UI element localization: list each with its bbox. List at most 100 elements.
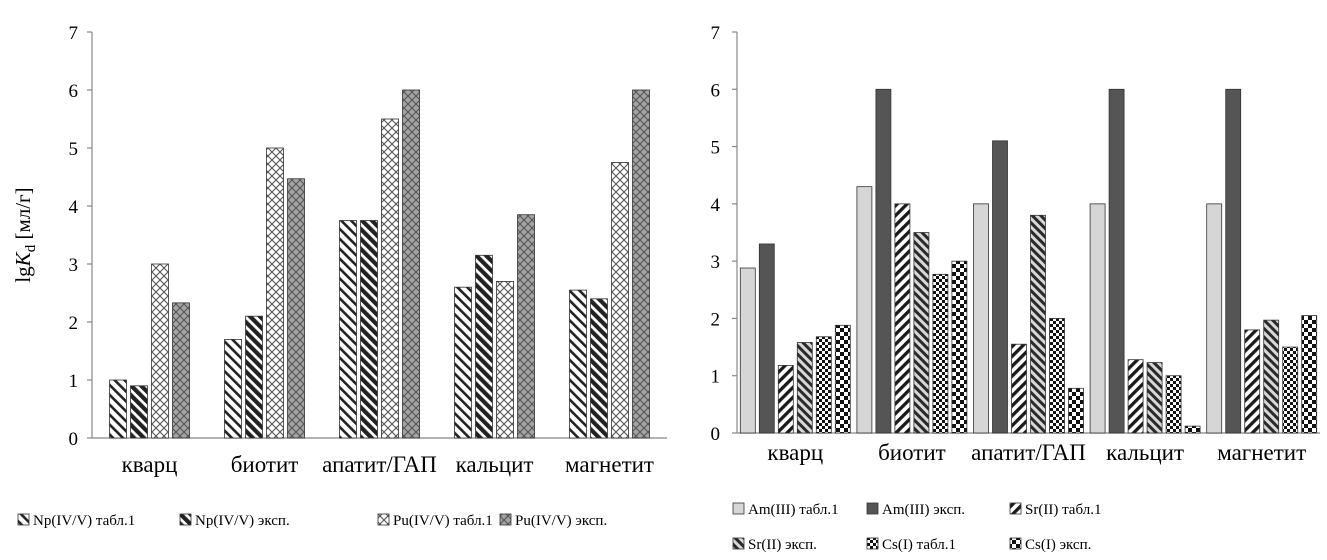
y-tick-label: 0 (711, 424, 721, 445)
bar (590, 298, 608, 439)
legend-swatch (1009, 537, 1022, 550)
bar (856, 186, 873, 434)
y-tick-label: 6 (69, 81, 79, 102)
y-tick-label: 4 (69, 197, 79, 218)
bar (1301, 315, 1318, 434)
bar (951, 260, 968, 434)
bar (172, 302, 190, 439)
bar (632, 89, 650, 439)
bar (130, 385, 148, 439)
y-tick-label: 2 (711, 309, 721, 330)
bar (913, 232, 930, 434)
bar (109, 379, 127, 439)
bar (1225, 88, 1242, 434)
bar (1127, 359, 1144, 434)
bar (834, 324, 851, 434)
x-category-label: апатит/ГАП (971, 440, 1086, 465)
legend-swatch (1009, 502, 1022, 515)
y-tick-label: 2 (69, 313, 79, 334)
y-tick-label: 5 (711, 138, 721, 159)
bar (381, 118, 399, 439)
legend-swatch (499, 513, 512, 526)
bar (1108, 88, 1125, 434)
bar (992, 140, 1008, 434)
bar (1244, 329, 1261, 434)
y-tick-label: 4 (711, 195, 721, 216)
bar (1011, 343, 1027, 434)
bar (569, 289, 587, 439)
legend-label: Np(IV/V) табл.1 (33, 513, 135, 529)
bar (815, 336, 832, 434)
bar (1049, 318, 1065, 434)
bar (402, 89, 420, 439)
bar (1263, 319, 1280, 434)
bar (1089, 203, 1106, 434)
bar (1206, 203, 1223, 434)
bar (496, 280, 514, 439)
y-tick-label: 7 (69, 23, 79, 44)
y-tick-label: 1 (69, 371, 79, 392)
bar (973, 203, 989, 434)
right-chart: 0 1 2 3 4 5 6 7 кварц биотит апатит/ГАП кальцит магн… (711, 23, 1320, 553)
bar (796, 342, 813, 434)
bar (475, 254, 493, 439)
x-category-label: апатит/ГАП (322, 452, 437, 477)
bar (517, 214, 535, 439)
bar (758, 243, 775, 434)
y-tick-label: 6 (711, 80, 721, 101)
y-tick-label: 7 (711, 23, 721, 44)
y-tick-label: 0 (69, 429, 79, 450)
legend-label: Pu(IV/V) эксп. (515, 513, 607, 529)
y-tick-label: 3 (711, 252, 721, 273)
bar (1068, 387, 1084, 434)
legend-swatch (17, 513, 30, 526)
legend-label: Np(IV/V) эксп. (195, 513, 290, 529)
bar (339, 220, 357, 439)
bar (932, 273, 949, 434)
legend-label: Cs(I) эксп. (1025, 537, 1091, 553)
y-tick-label: 5 (69, 139, 79, 160)
x-category-label: кальцит (1106, 440, 1184, 465)
bar (611, 162, 629, 439)
x-category-label: кальцит (456, 452, 534, 477)
bar (360, 220, 378, 439)
left-chart: 0 1 2 3 4 5 6 7 lgKd [мл/г] кварц биотит апатит/ГАП… (11, 23, 667, 529)
legend-swatch (732, 537, 745, 550)
legend-label: Am(III) табл.1 (748, 502, 839, 518)
legend-swatch (732, 502, 745, 515)
x-category-label: кварц (122, 452, 178, 477)
bar (287, 178, 305, 439)
bar (1184, 425, 1201, 434)
bar (266, 147, 284, 439)
bar (151, 263, 169, 439)
legend-label: Pu(IV/V) табл.1 (393, 513, 493, 529)
y-tick-label: 1 (711, 367, 721, 388)
legend-label: Sr(II) эксп. (748, 537, 817, 553)
bar (894, 203, 911, 434)
bar (1165, 375, 1182, 434)
bar (454, 286, 472, 439)
legend-swatch (377, 513, 390, 526)
bar (245, 315, 263, 439)
bar (1146, 362, 1163, 434)
bar (1282, 346, 1299, 434)
x-category-label: магнетит (565, 452, 654, 477)
bar (739, 267, 756, 434)
legend-swatch (866, 537, 879, 550)
bar (875, 88, 892, 434)
bar (777, 365, 794, 434)
legend-swatch (179, 513, 192, 526)
bar (224, 338, 242, 439)
x-category-label: кварц (767, 440, 823, 465)
x-category-label: биотит (878, 440, 946, 465)
bar (1030, 214, 1046, 434)
x-category-label: биотит (231, 452, 299, 477)
y-tick-label: 3 (69, 255, 79, 276)
legend-label: Am(III) эксп. (882, 502, 965, 518)
legend-label: Sr(II) табл.1 (1025, 502, 1101, 518)
y-axis-label: lgKd [мл/г] (11, 187, 39, 282)
legend-label: Cs(I) табл.1 (882, 537, 956, 553)
legend-swatch (866, 502, 879, 515)
x-category-label: магнетит (1217, 440, 1306, 465)
